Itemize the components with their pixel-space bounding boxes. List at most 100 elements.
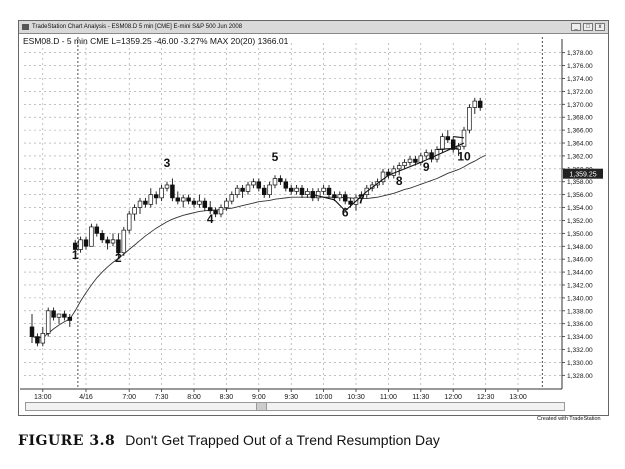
time-axis-label: 9:30 xyxy=(284,394,298,401)
annotation-label-3: 3 xyxy=(164,156,171,170)
minimize-button[interactable]: _ xyxy=(571,23,581,31)
horizontal-scrollbar[interactable] xyxy=(25,402,565,411)
trend-line xyxy=(366,174,389,192)
candle-body-down xyxy=(62,313,67,318)
candle xyxy=(143,197,148,208)
annotation-label-4: 4 xyxy=(207,212,214,226)
price-axis-label: 1,342.00 xyxy=(567,282,593,289)
price-axis-label: 1,344.00 xyxy=(567,270,593,277)
candle-body-down xyxy=(213,210,218,215)
candle-body-up xyxy=(110,239,116,244)
candle xyxy=(234,184,240,198)
time-axis-label: 9:00 xyxy=(252,394,266,401)
candle-body-down xyxy=(99,233,105,241)
candle xyxy=(386,168,391,179)
time-axis-label: 13:00 xyxy=(509,394,527,401)
maximize-button[interactable]: □ xyxy=(583,23,593,31)
candle xyxy=(256,178,262,192)
window-titlebar: TradeStation Chart Analysis - ESM08.D 5 … xyxy=(19,21,608,34)
candle xyxy=(402,159,407,169)
candle xyxy=(83,236,89,250)
candle-body-down xyxy=(170,184,175,199)
candle xyxy=(132,204,137,221)
candle xyxy=(56,313,62,324)
candle xyxy=(440,133,445,153)
window-title: TradeStation Chart Analysis - ESM08.D 5 … xyxy=(32,24,243,30)
time-axis-label: 10:00 xyxy=(315,394,333,401)
candle xyxy=(315,188,321,202)
annotation-layer: 1 2 3 4 5 67 8 9 10 xyxy=(72,149,471,264)
candle-body-up xyxy=(159,187,164,199)
candle-body-down xyxy=(278,178,283,183)
candle xyxy=(305,188,310,198)
candle-body-up xyxy=(294,187,299,192)
credit-text: Created with TradeStation xyxy=(537,416,601,422)
candle-body-up xyxy=(337,194,343,199)
candle-body-up xyxy=(272,178,278,186)
candle xyxy=(116,233,121,260)
candle-body-down xyxy=(143,200,148,205)
candle xyxy=(202,197,208,211)
candle xyxy=(445,130,451,144)
time-axis-label: 7:30 xyxy=(155,394,169,401)
price-axis-label: 1,370.00 xyxy=(567,102,593,109)
symbol-info-bar: ESM08.D - 5 min CME L=1359.25 -46.00 -3.… xyxy=(23,36,289,46)
trend-line xyxy=(334,199,346,212)
candle-body-down xyxy=(202,200,208,208)
figure-label: FIGURE 3.8 xyxy=(18,433,116,449)
candle-body-down xyxy=(429,152,434,160)
candle-body-up xyxy=(56,313,62,318)
annotation-label-5: 5 xyxy=(272,150,279,164)
scrollbar-thumb[interactable] xyxy=(256,403,267,410)
candle xyxy=(29,314,35,344)
candle xyxy=(224,197,229,211)
candle-body-up xyxy=(218,207,224,215)
candle xyxy=(477,97,483,111)
candle-body-up xyxy=(224,200,229,208)
price-axis-label: 1,354.00 xyxy=(567,205,593,212)
candle xyxy=(78,236,83,253)
candle-body-up xyxy=(251,181,256,186)
trend-line xyxy=(312,194,335,201)
candle xyxy=(283,178,289,192)
chart-grid xyxy=(24,43,562,385)
candle-body-down xyxy=(348,200,353,205)
time-axis: 13:00 4/16 7:00 7:30 8:00 8:30 9:00 9:30 10:00 10… xyxy=(20,388,562,401)
candle xyxy=(153,191,159,205)
moving-average-line xyxy=(31,154,486,339)
price-axis: 1,378.00 1,376.00 1,374.00 1,372.00 1,370.00… xyxy=(561,39,593,389)
candle xyxy=(148,188,154,208)
candle-body-up xyxy=(315,191,321,199)
price-axis-label: 1,366.00 xyxy=(567,128,593,135)
candle xyxy=(159,184,164,202)
candle-body-up xyxy=(396,165,402,170)
candle xyxy=(423,149,429,160)
candle-body-down xyxy=(283,181,289,189)
candle-body-down xyxy=(261,187,267,195)
price-axis-label: 1,348.00 xyxy=(567,244,593,251)
price-axis-label: 1,362.00 xyxy=(567,153,593,160)
chart-window: TradeStation Chart Analysis - ESM08.D 5 … xyxy=(18,20,609,416)
candle xyxy=(288,184,294,195)
candle xyxy=(35,333,40,347)
price-axis-label: 1,368.00 xyxy=(567,115,593,122)
annotation-label-2: 2 xyxy=(115,251,122,265)
candle xyxy=(337,191,343,202)
annotation-label-10: 10 xyxy=(457,149,471,163)
candle-body-up xyxy=(423,152,429,157)
candle xyxy=(472,97,478,114)
candle xyxy=(407,155,413,166)
candle-body-up xyxy=(402,162,407,166)
candle-body-up xyxy=(132,207,137,215)
app-icon xyxy=(22,24,29,30)
price-axis-label: 1,350.00 xyxy=(567,231,593,238)
candle-body-down xyxy=(342,194,348,202)
time-axis-label: 8:30 xyxy=(220,394,234,401)
close-button[interactable]: x xyxy=(595,23,605,31)
annotation-label-6: 6 xyxy=(342,206,349,220)
candle xyxy=(197,194,202,208)
time-axis-label: 7:00 xyxy=(122,394,136,401)
candle xyxy=(40,326,46,347)
time-axis-label: 10:30 xyxy=(347,394,365,401)
time-axis-label: 11:00 xyxy=(380,394,397,401)
